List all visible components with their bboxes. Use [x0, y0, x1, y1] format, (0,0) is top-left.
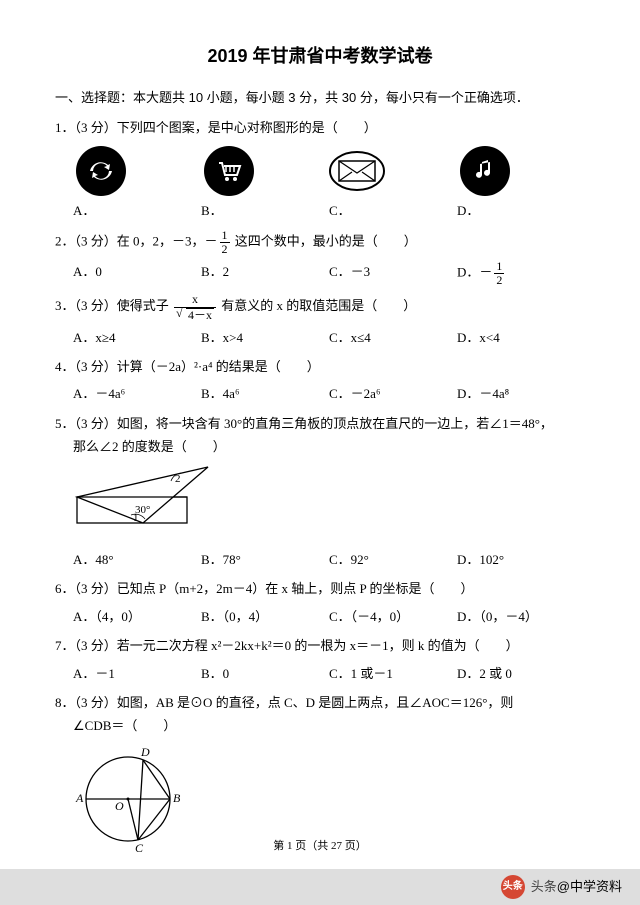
q4-opt-d: D．－4a⁸	[457, 382, 585, 405]
q8-stem2: ∠CDB＝（ ）	[55, 714, 585, 737]
q3-opt-b: B．x>4	[201, 326, 329, 349]
fraction-half-d: 12	[494, 260, 504, 287]
question-1: 1．（3 分）下列四个图案，是中心对称图形的是（ ） A． B． C．	[55, 116, 585, 223]
q1-opt-d: D．	[457, 143, 585, 222]
q2-d-pre: D．－	[457, 265, 492, 280]
q2-stem-pre: 2．（3 分）在 0，2，－3，－	[55, 233, 218, 248]
fraction-expr: x4－x	[174, 293, 216, 321]
q1-opt-b: B．	[201, 143, 329, 222]
q1-opt-a: A．	[73, 143, 201, 222]
q6-opt-d: D．（0，－4）	[457, 605, 585, 628]
q6-opt-b: B．（0，4）	[201, 605, 329, 628]
q3-opt-d: D．x<4	[457, 326, 585, 349]
q5-opt-c: C．92°	[329, 548, 457, 571]
question-8: 8．（3 分）如图，AB 是⊙O 的直径，点 C、D 是圆上两点，且∠AOC＝1…	[55, 691, 585, 861]
q5-opt-d: D．102°	[457, 548, 585, 571]
q2-opt-c: C．－3	[329, 260, 457, 287]
q4-opt-a: A．－4a⁶	[73, 382, 201, 405]
watermark-bar: 头条 头条 @中学资料	[0, 869, 640, 905]
q2-opt-b: B．2	[201, 260, 329, 287]
q6-opt-c: C．（－4，0）	[329, 605, 457, 628]
q3-stem-post: 有意义的 x 的取值范围是（ ）	[218, 298, 416, 313]
q5-options: A．48° B．78° C．92° D．102°	[55, 548, 585, 571]
watermark-text-at: @中学资料	[557, 875, 622, 898]
q5-stem: 5．（3 分）如图，将一块含有 30°的直角三角板的顶点放在直尺的一边上，若∠1…	[55, 412, 585, 435]
refresh-arrows-icon	[73, 143, 129, 199]
q1-opt-d-label: D．	[457, 199, 585, 222]
question-2: 2．（3 分）在 0，2，－3，－12 这四个数中，最小的是（ ） A．0 B．…	[55, 229, 585, 288]
q3-stem: 3．（3 分）使得式子 x4－x 有意义的 x 的取值范围是（ ）	[55, 293, 585, 321]
q1-options: A． B． C． D．	[55, 143, 585, 222]
q4-stem: 4．（3 分）计算（－2a）²·a⁴ 的结果是（ ）	[55, 355, 585, 378]
question-5: 5．（3 分）如图，将一块含有 30°的直角三角板的顶点放在直尺的一边上，若∠1…	[55, 412, 585, 572]
q6-opt-a: A．（4，0）	[73, 605, 201, 628]
q7-options: A．－1 B．0 C．1 或－1 D．2 或 0	[55, 662, 585, 685]
shopping-cart-icon	[201, 143, 257, 199]
watermark-text-pre: 头条	[531, 875, 557, 898]
music-notes-icon	[457, 143, 513, 199]
q3-opt-a: A．x≥4	[73, 326, 201, 349]
question-6: 6．（3 分）已知点 P（m+2，2m－4）在 x 轴上，则点 P 的坐标是（ …	[55, 577, 585, 628]
q1-stem: 1．（3 分）下列四个图案，是中心对称图形的是（ ）	[55, 116, 585, 139]
fraction-half: 12	[220, 229, 230, 256]
q1-opt-c-label: C．	[329, 199, 457, 222]
exam-title: 2019 年甘肃省中考数学试卷	[55, 40, 585, 72]
q8-stem: 8．（3 分）如图，AB 是⊙O 的直径，点 C、D 是圆上两点，且∠AOC＝1…	[55, 691, 585, 714]
q5-opt-b: B．78°	[201, 548, 329, 571]
svg-text:B: B	[173, 791, 181, 805]
q3-opt-c: C．x≤4	[329, 326, 457, 349]
q2-opt-d: D．－12	[457, 260, 585, 287]
q2-opt-a: A．0	[73, 260, 201, 287]
q4-opt-c: C．－2a⁶	[329, 382, 457, 405]
toutiao-logo-icon: 头条	[501, 875, 525, 899]
q7-opt-b: B．0	[201, 662, 329, 685]
svg-text:O: O	[115, 799, 124, 813]
q1-opt-c: C．	[329, 143, 457, 222]
q7-opt-c: C．1 或－1	[329, 662, 457, 685]
q4-options: A．－4a⁶ B．4a⁶ C．－2a⁶ D．－4a⁸	[55, 382, 585, 405]
q4-opt-b: B．4a⁶	[201, 382, 329, 405]
q1-opt-a-label: A．	[73, 199, 201, 222]
question-4: 4．（3 分）计算（－2a）²·a⁴ 的结果是（ ） A．－4a⁶ B．4a⁶ …	[55, 355, 585, 406]
q2-stem: 2．（3 分）在 0，2，－3，－12 这四个数中，最小的是（ ）	[55, 229, 585, 256]
envelope-icon	[329, 143, 385, 199]
q1-opt-b-label: B．	[201, 199, 329, 222]
section-1-header: 一、选择题：本大题共 10 小题，每小题 3 分，共 30 分，每小只有一个正确…	[55, 86, 585, 109]
q2-stem-post: 这四个数中，最小的是（ ）	[232, 233, 417, 248]
q6-stem: 6．（3 分）已知点 P（m+2，2m－4）在 x 轴上，则点 P 的坐标是（ …	[55, 577, 585, 600]
q7-opt-a: A．－1	[73, 662, 201, 685]
question-7: 7．（3 分）若一元二次方程 x²－2kx+k²＝0 的一根为 x＝－1，则 k…	[55, 634, 585, 685]
question-3: 3．（3 分）使得式子 x4－x 有意义的 x 的取值范围是（ ） A．x≥4 …	[55, 293, 585, 349]
q5-figure: 30° 1 2	[73, 465, 585, 542]
page-footer: 第 1 页（共 27 页）	[0, 837, 640, 857]
q6-options: A．（4，0） B．（0，4） C．（－4，0） D．（0，－4）	[55, 605, 585, 628]
svg-text:D: D	[140, 745, 150, 759]
q7-stem: 7．（3 分）若一元二次方程 x²－2kx+k²＝0 的一根为 x＝－1，则 k…	[55, 634, 585, 657]
q3-options: A．x≥4 B．x>4 C．x≤4 D．x<4	[55, 326, 585, 349]
svg-text:A: A	[75, 791, 84, 805]
q5-stem2: 那么∠2 的度数是（ ）	[55, 435, 585, 458]
q2-options: A．0 B．2 C．－3 D．－12	[55, 260, 585, 287]
q7-opt-d: D．2 或 0	[457, 662, 585, 685]
q5-opt-a: A．48°	[73, 548, 201, 571]
q3-stem-pre: 3．（3 分）使得式子	[55, 298, 172, 313]
